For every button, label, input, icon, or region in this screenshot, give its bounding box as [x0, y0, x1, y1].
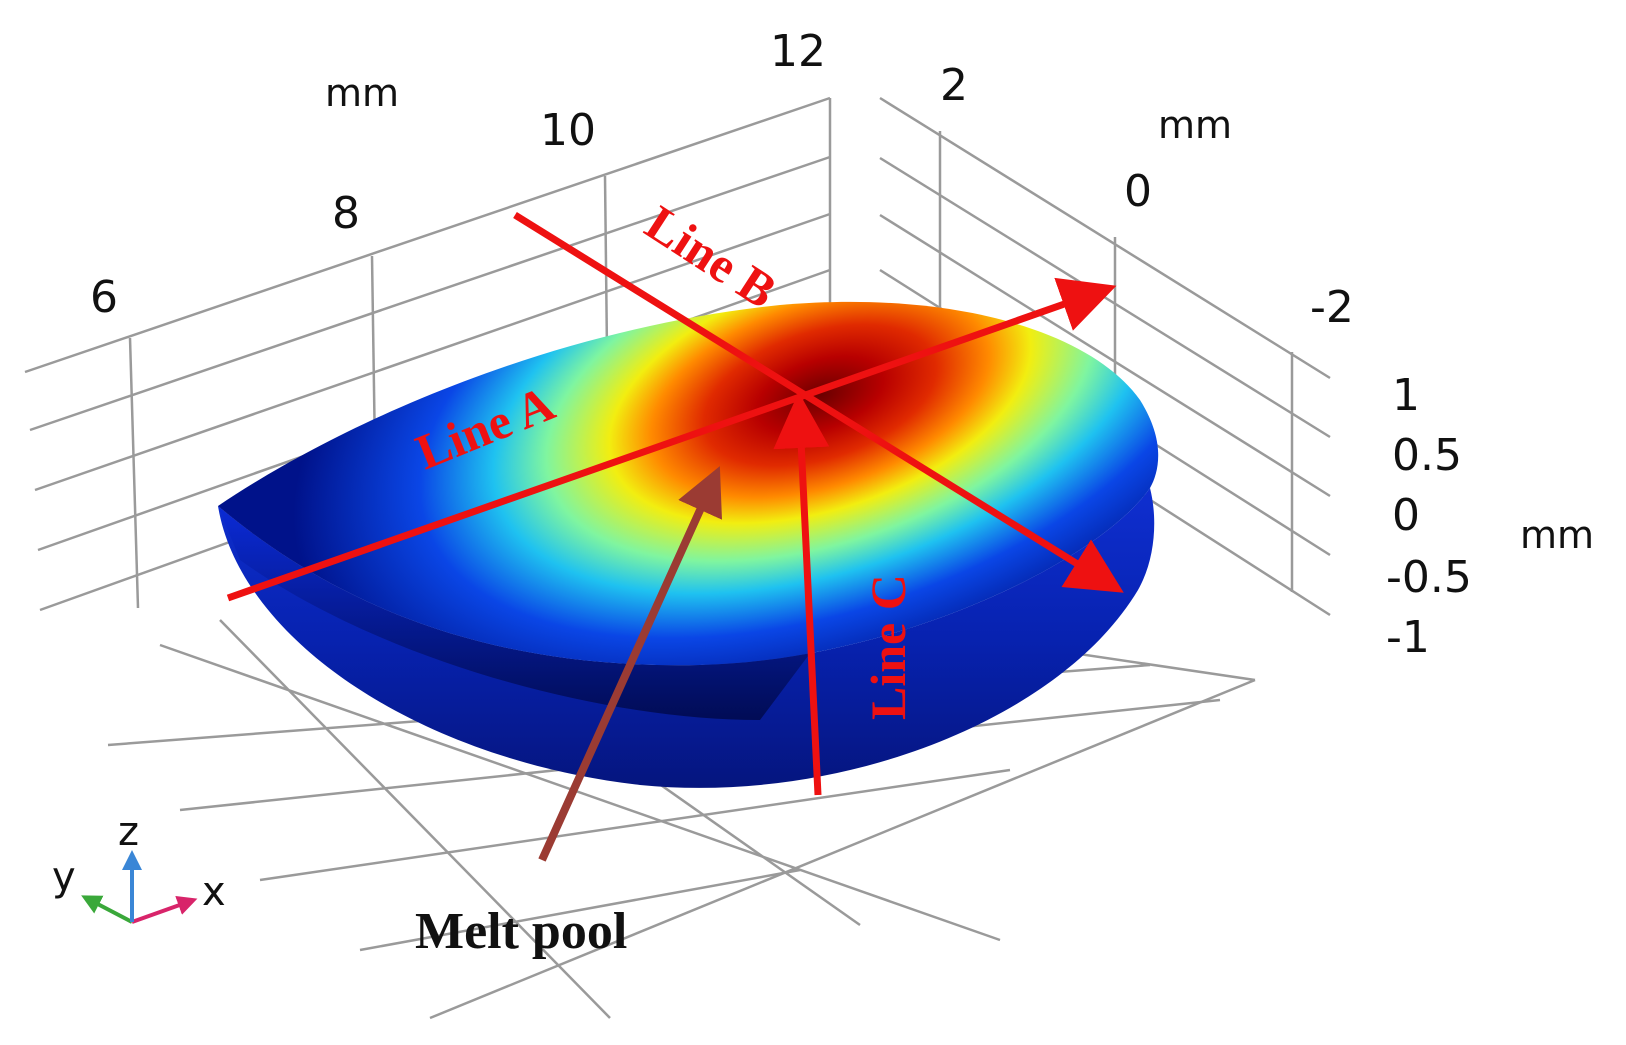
y-axis-unit: mm — [1158, 103, 1232, 147]
melt-pool-side — [218, 488, 1155, 788]
z-tick-label: 0 — [1392, 490, 1420, 541]
triad-x-arrow — [131, 895, 198, 924]
z-axis-ticks: 1 0.5 0 -0.5 -1 mm — [1386, 370, 1594, 663]
y-tick-label: 0 — [1124, 166, 1152, 217]
z-tick-label: 1 — [1392, 370, 1420, 421]
melt-pool-inner-face — [218, 506, 820, 720]
y-tick-label: -2 — [1310, 282, 1354, 333]
y-tick-label: 2 — [940, 60, 968, 111]
line-a — [226, 277, 1117, 602]
x-axis-ticks: 6 8 10 12 mm — [90, 26, 826, 323]
triad-z-label: z — [118, 809, 139, 855]
melt-pool-callout-arrow — [538, 466, 722, 862]
y-axis-ticks: 2 0 -2 mm — [940, 60, 1354, 333]
z-tick-label: 0.5 — [1392, 430, 1462, 481]
x-tick-label: 8 — [332, 188, 360, 239]
triad-y-label: y — [52, 854, 76, 900]
melt-pool-callout-label: Melt pool — [415, 903, 627, 960]
measurement-lines — [226, 212, 1124, 796]
triad-y-arrow — [81, 895, 133, 924]
x-tick-label: 12 — [770, 26, 826, 77]
z-tick-label: -1 — [1386, 612, 1430, 663]
axis-triad: z y x — [52, 809, 226, 924]
z-tick-label: -0.5 — [1386, 552, 1472, 603]
triad-x-label: x — [202, 869, 226, 915]
x-axis-unit: mm — [325, 71, 399, 115]
x-tick-label: 6 — [90, 272, 118, 323]
line-c-label: Line C — [860, 574, 916, 720]
line-c — [773, 392, 830, 796]
z-axis-unit: mm — [1520, 513, 1594, 557]
x-tick-label: 10 — [540, 105, 596, 156]
